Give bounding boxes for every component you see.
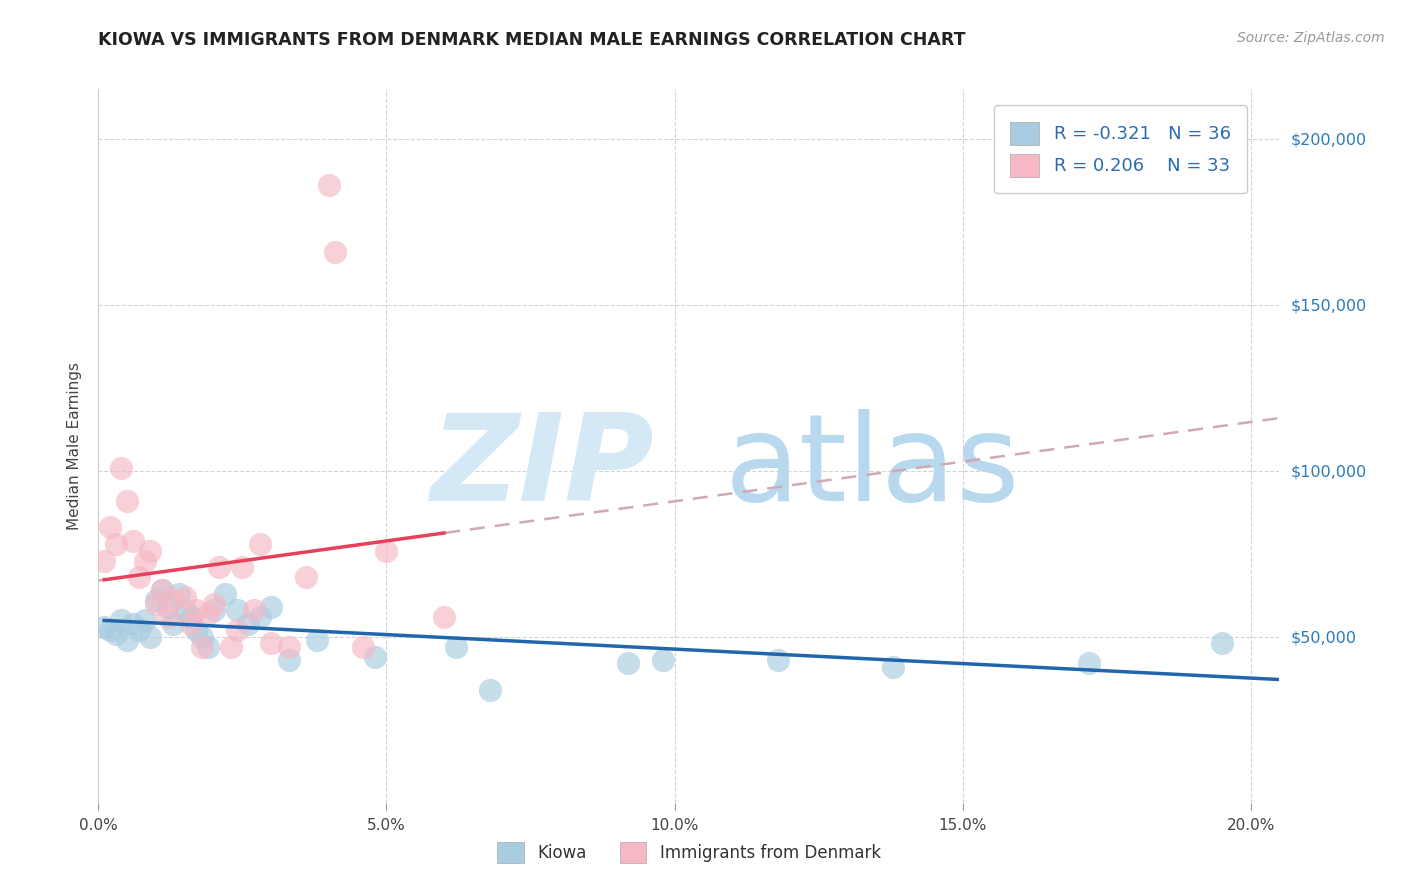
Point bbox=[98, 624, 121, 638]
Point bbox=[110, 460, 132, 475]
Point bbox=[139, 630, 162, 644]
Text: Source: ZipAtlas.com: Source: ZipAtlas.com bbox=[1237, 31, 1385, 45]
Point bbox=[110, 613, 132, 627]
Point bbox=[323, 244, 346, 259]
Point bbox=[260, 599, 283, 614]
Point bbox=[197, 640, 219, 654]
Point bbox=[433, 610, 456, 624]
Point bbox=[134, 553, 156, 567]
Point bbox=[277, 653, 299, 667]
Point bbox=[617, 657, 640, 671]
Point bbox=[186, 603, 208, 617]
Point bbox=[115, 493, 138, 508]
Point bbox=[191, 640, 214, 654]
Point bbox=[318, 178, 340, 193]
Point bbox=[249, 610, 271, 624]
Point bbox=[307, 633, 329, 648]
Point bbox=[202, 597, 225, 611]
Point bbox=[243, 603, 266, 617]
Y-axis label: Median Male Earnings: Median Male Earnings bbox=[67, 362, 83, 530]
Point bbox=[180, 610, 202, 624]
Point bbox=[134, 613, 156, 627]
Point bbox=[652, 653, 675, 667]
Point bbox=[156, 610, 179, 624]
Point bbox=[364, 649, 387, 664]
Point bbox=[180, 616, 202, 631]
Point bbox=[139, 543, 162, 558]
Text: atlas: atlas bbox=[724, 409, 1019, 526]
Point bbox=[375, 543, 398, 558]
Point bbox=[104, 537, 127, 551]
Point bbox=[191, 630, 214, 644]
Point bbox=[162, 616, 184, 631]
Point bbox=[122, 533, 145, 548]
Point bbox=[150, 583, 173, 598]
Point bbox=[128, 570, 150, 584]
Point bbox=[882, 659, 904, 673]
Point bbox=[1078, 657, 1101, 671]
Point bbox=[98, 520, 121, 534]
Text: KIOWA VS IMMIGRANTS FROM DENMARK MEDIAN MALE EARNINGS CORRELATION CHART: KIOWA VS IMMIGRANTS FROM DENMARK MEDIAN … bbox=[98, 31, 966, 49]
Point bbox=[295, 570, 318, 584]
Point bbox=[238, 616, 260, 631]
Point bbox=[214, 587, 236, 601]
Point bbox=[156, 599, 179, 614]
Point bbox=[1211, 636, 1233, 650]
Point bbox=[225, 624, 247, 638]
Point bbox=[145, 593, 167, 607]
Text: ZIP: ZIP bbox=[430, 409, 654, 526]
Point bbox=[173, 603, 195, 617]
Point bbox=[444, 640, 467, 654]
Point bbox=[167, 587, 190, 601]
Point bbox=[162, 593, 184, 607]
Point bbox=[208, 560, 231, 574]
Point bbox=[352, 640, 374, 654]
Point bbox=[277, 640, 299, 654]
Point bbox=[173, 590, 195, 604]
Point bbox=[768, 653, 790, 667]
Point bbox=[225, 603, 247, 617]
Point bbox=[93, 553, 115, 567]
Legend: Kiowa, Immigrants from Denmark: Kiowa, Immigrants from Denmark bbox=[484, 829, 894, 877]
Point bbox=[128, 624, 150, 638]
Point bbox=[150, 583, 173, 598]
Point bbox=[231, 560, 253, 574]
Point bbox=[115, 633, 138, 648]
Point bbox=[104, 626, 127, 640]
Point bbox=[249, 537, 271, 551]
Point bbox=[93, 620, 115, 634]
Point bbox=[202, 603, 225, 617]
Point bbox=[260, 636, 283, 650]
Point bbox=[186, 624, 208, 638]
Point bbox=[122, 616, 145, 631]
Point bbox=[479, 682, 502, 697]
Point bbox=[197, 607, 219, 621]
Point bbox=[145, 597, 167, 611]
Point bbox=[219, 640, 242, 654]
